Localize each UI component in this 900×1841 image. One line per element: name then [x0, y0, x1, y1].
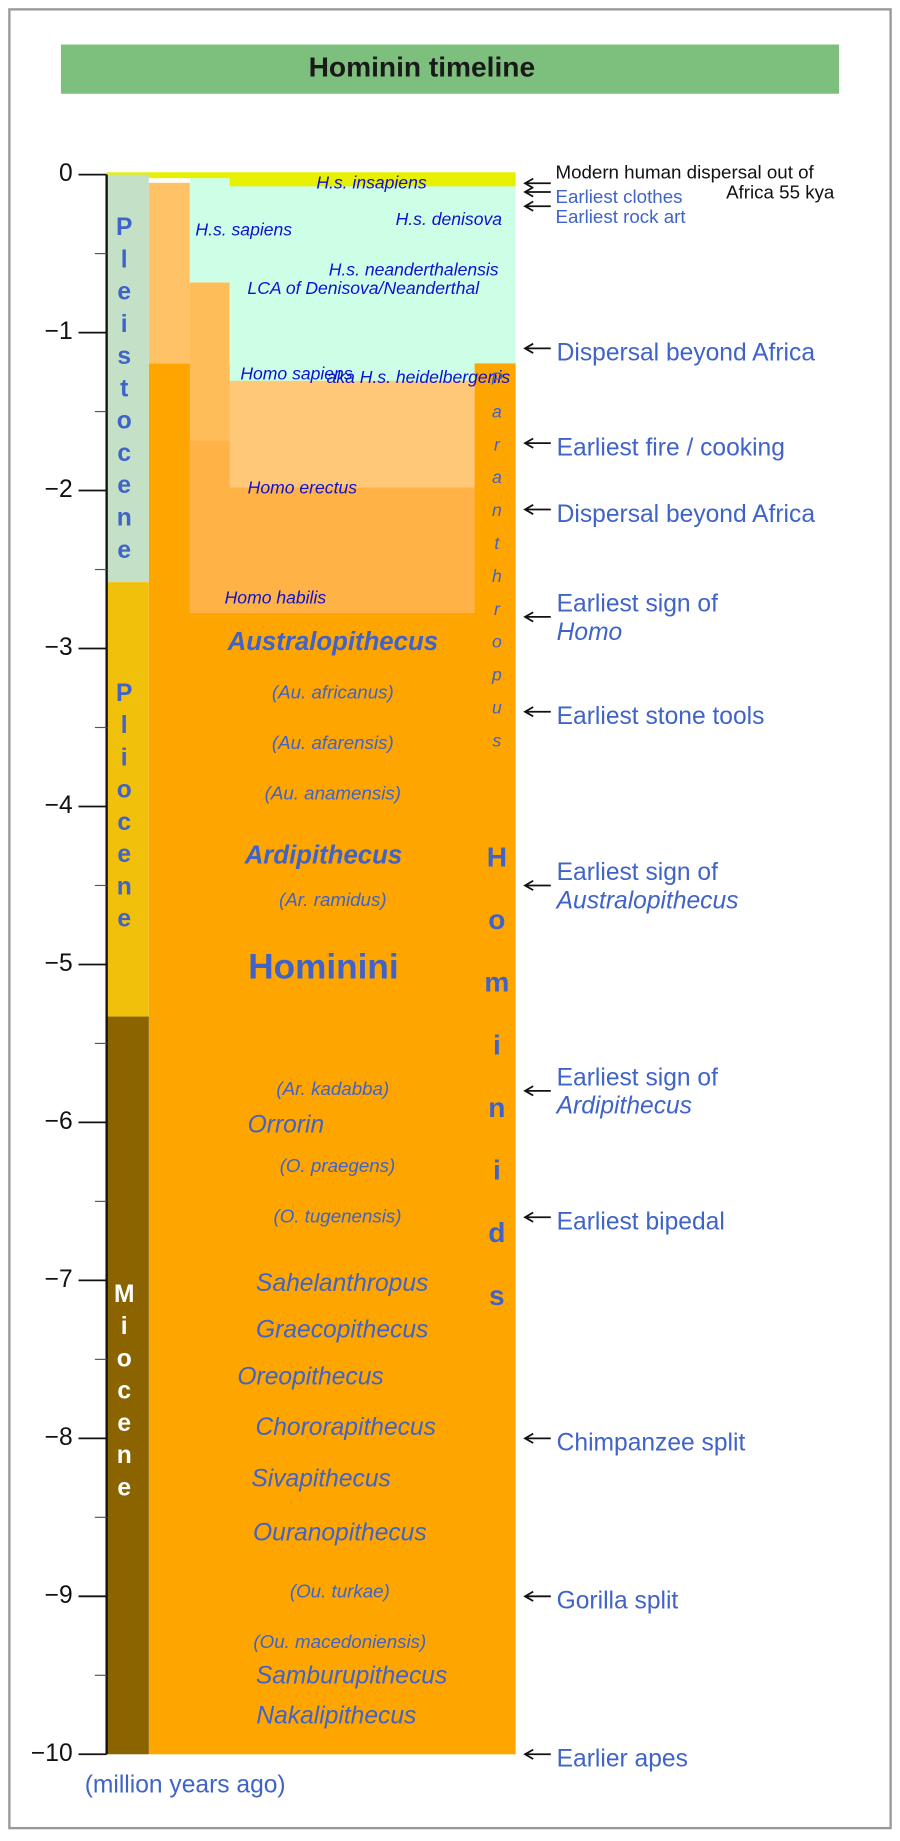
- homo-block: [189, 440, 230, 613]
- taxon-label: Hominini: [248, 947, 398, 986]
- title-bar: [60, 44, 840, 94]
- event-arrow: [523, 177, 551, 189]
- event-label: Homo: [557, 619, 623, 646]
- event-arrow: [523, 1211, 551, 1223]
- taxon-label: Homo erectus: [248, 477, 358, 497]
- column-label: Hominids: [481, 841, 512, 1342]
- taxon-label: (Ar. kadabba): [276, 1078, 389, 1099]
- timeline-content: Pleistocene Pliocene Miocene 0 −1 −2 −3 −4 −5 −6 −…: [31, 160, 835, 1798]
- tick-label: −5: [45, 950, 73, 977]
- taxon-label: LCA of Denisova/Neanderthal: [247, 278, 480, 298]
- homo-habilis-block: [229, 487, 475, 613]
- event-arrow: [523, 437, 551, 449]
- event-label: Earliest sign of: [557, 1065, 718, 1092]
- event-arrow: [523, 186, 551, 198]
- taxon-label: aka H.s. heidelbergenis: [327, 367, 511, 387]
- event-label: Dispersal beyond Africa: [557, 501, 816, 528]
- tick-label: −10: [31, 1740, 73, 1767]
- tick-label: −1: [45, 318, 73, 345]
- taxon-label: Homo habilis: [225, 587, 327, 607]
- epoch-band: [106, 174, 149, 583]
- event-arrow: [523, 1085, 551, 1097]
- event-arrow: [523, 504, 551, 515]
- taxon-label: Samburupithecus: [256, 1662, 447, 1689]
- taxon-label: H.s. insapiens: [316, 173, 427, 193]
- taxon-label: (Ou. turkae): [290, 1581, 390, 1602]
- taxon-label: H.s. sapiens: [195, 219, 292, 239]
- event-label: Earliest fire / cooking: [557, 435, 785, 462]
- taxon-label: Homo sapiens: [240, 364, 352, 384]
- axis-label: (million years ago): [85, 1771, 286, 1798]
- taxon-label: Nakalipithecus: [256, 1702, 416, 1729]
- tick-label: −6: [45, 1108, 73, 1135]
- event-arrow: [523, 706, 551, 718]
- tick-label: −7: [45, 1266, 73, 1293]
- event-label: Earlier apes: [557, 1746, 688, 1773]
- taxon-label: Orrorin: [248, 1112, 325, 1139]
- lineage-blocks: [106, 172, 516, 1755]
- event-arrow: [523, 1432, 551, 1444]
- taxon-label: Sahelanthropus: [256, 1270, 428, 1297]
- event-arrow: [523, 1590, 551, 1602]
- epoch-band: [106, 1016, 149, 1755]
- title: Hominin timeline: [309, 52, 535, 83]
- event-label: Africa 55 kya: [726, 181, 835, 202]
- event-label: Earliest bipedal: [557, 1209, 725, 1236]
- event-label: Australopithecus: [555, 887, 739, 914]
- tick-label: −8: [45, 1424, 73, 1451]
- event-label: Chimpanzee split: [557, 1430, 746, 1457]
- taxon-label: Australopithecus: [227, 628, 438, 656]
- taxon-label: (Au. africanus): [272, 682, 394, 703]
- event-arrow: [523, 1748, 551, 1760]
- event-arrow: [523, 342, 551, 354]
- epoch-name: Miocene: [111, 1281, 138, 1507]
- taxon-label: (Au. afarensis): [272, 732, 394, 753]
- taxon-label: Ouranopithecus: [253, 1519, 427, 1546]
- tick-label: −9: [45, 1582, 73, 1609]
- event-label: Earliest sign of: [557, 859, 718, 886]
- taxon-label: (Ar. ramidus): [279, 889, 387, 910]
- sapiens-block: [189, 174, 516, 381]
- event-label: Earliest stone tools: [557, 703, 765, 730]
- event-label: Earliest rock art: [555, 206, 686, 227]
- epoch-band: [106, 582, 149, 1017]
- event-label: Earliest sign of: [557, 591, 718, 618]
- taxon-label: (O. tugenensis): [273, 1206, 401, 1227]
- event-arrow: [523, 880, 551, 891]
- taxon-label: (Ou. macedoniensis): [253, 1631, 426, 1652]
- taxon-label: H.s. neanderthalensis: [329, 259, 499, 279]
- homo-erectus-block: [229, 380, 475, 488]
- event-label: Modern human dispersal out of: [555, 161, 814, 182]
- tick-label: −4: [45, 792, 73, 819]
- taxon-label: H.s. denisova: [396, 209, 503, 229]
- taxon-label: (Au. anamensis): [265, 782, 401, 803]
- tick-label: −3: [45, 634, 73, 661]
- taxon-label: (O. praegens): [280, 1155, 396, 1176]
- epoch-name: Pliocene: [111, 680, 138, 938]
- taxon-label: Oreopithecus: [237, 1364, 383, 1391]
- taxon-label: Chororapithecus: [255, 1414, 435, 1441]
- event-arrow: [523, 611, 551, 623]
- taxon-label: Graecopithecus: [256, 1317, 428, 1344]
- taxon-label: Ardipithecus: [244, 841, 402, 869]
- epoch-name: Pleistocene: [111, 214, 138, 569]
- tick-label: 0: [59, 160, 73, 187]
- taxon-label: Sivapithecus: [251, 1466, 390, 1493]
- tick-label: −2: [45, 476, 73, 503]
- insapiens-block: [229, 174, 516, 187]
- column-label: Paranthropus: [487, 369, 507, 764]
- homo-lineage-block: [148, 182, 190, 364]
- event-label: Earliest clothes: [555, 186, 682, 207]
- event-label: Ardipithecus: [555, 1093, 692, 1120]
- event-arrow: [523, 200, 551, 212]
- event-label: Dispersal beyond Africa: [557, 340, 816, 367]
- event-label: Gorilla split: [557, 1588, 679, 1615]
